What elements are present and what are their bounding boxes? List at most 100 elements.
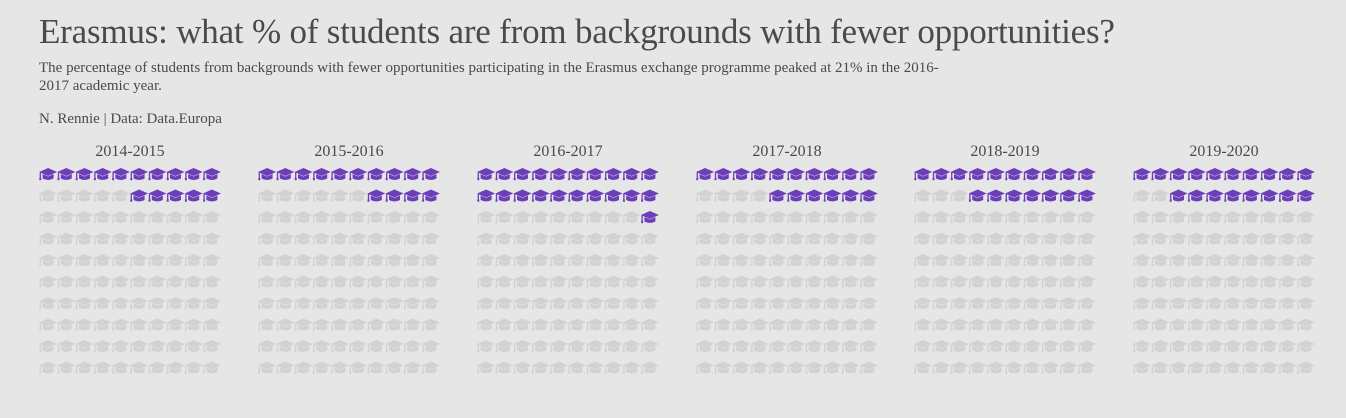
graduation-cap-icon-filled xyxy=(386,168,404,180)
graduation-cap-icon-empty xyxy=(1151,211,1169,223)
graduation-cap-icon-empty xyxy=(185,297,203,309)
graduation-cap-icon-empty xyxy=(404,340,422,352)
graduation-cap-icon-empty xyxy=(404,362,422,374)
graduation-cap-icon-empty xyxy=(987,276,1005,288)
graduation-cap-icon-empty xyxy=(769,297,787,309)
graduation-cap-icon-empty xyxy=(586,340,604,352)
graduation-cap-icon-empty xyxy=(932,233,950,245)
graduation-cap-icon-empty xyxy=(805,362,823,374)
graduation-cap-icon-empty xyxy=(276,297,294,309)
graduation-cap-icon-empty xyxy=(751,276,769,288)
graduation-cap-icon-empty xyxy=(751,319,769,331)
graduation-cap-icon-empty xyxy=(57,362,75,374)
graduation-cap-icon-empty xyxy=(824,254,842,266)
graduation-cap-icon-empty xyxy=(477,362,495,374)
graduation-cap-icon-empty xyxy=(258,362,276,374)
graduation-cap-icon-empty xyxy=(1151,254,1169,266)
graduation-cap-icon-filled xyxy=(1170,168,1188,180)
graduation-cap-icon-empty xyxy=(1060,211,1078,223)
graduation-cap-icon-empty xyxy=(842,211,860,223)
graduation-cap-icon-empty xyxy=(914,297,932,309)
graduation-cap-icon-empty xyxy=(714,362,732,374)
graduation-cap-icon-filled xyxy=(422,168,440,180)
graduation-cap-icon-filled xyxy=(404,190,422,202)
graduation-cap-icon-empty xyxy=(276,276,294,288)
graduation-cap-icon-empty xyxy=(969,362,987,374)
graduation-cap-icon-filled xyxy=(39,168,57,180)
graduation-cap-icon-empty xyxy=(641,362,659,374)
graduation-cap-icon-empty xyxy=(714,190,732,202)
graduation-cap-icon-empty xyxy=(605,362,623,374)
graduation-cap-icon-filled xyxy=(824,168,842,180)
graduation-cap-icon-empty xyxy=(367,362,385,374)
graduation-cap-icon-empty xyxy=(331,340,349,352)
graduation-cap-icon-empty xyxy=(1023,297,1041,309)
waffle-grid xyxy=(258,166,440,381)
graduation-cap-icon-filled xyxy=(148,168,166,180)
graduation-cap-icon-empty xyxy=(331,254,349,266)
graduation-cap-icon-empty xyxy=(1023,362,1041,374)
graduation-cap-icon-empty xyxy=(568,233,586,245)
graduation-cap-icon-empty xyxy=(1261,362,1279,374)
graduation-cap-icon-empty xyxy=(1042,211,1060,223)
graduation-cap-icon-empty xyxy=(824,276,842,288)
graduation-cap-icon-empty xyxy=(1042,276,1060,288)
graduation-cap-icon-empty xyxy=(130,319,148,331)
graduation-cap-icon-empty xyxy=(1261,319,1279,331)
graduation-cap-icon-empty xyxy=(185,254,203,266)
graduation-cap-icon-empty xyxy=(112,276,130,288)
graduation-cap-icon-empty xyxy=(203,211,221,223)
graduation-cap-icon-empty xyxy=(1224,276,1242,288)
graduation-cap-icon-empty xyxy=(787,211,805,223)
graduation-cap-icon-filled xyxy=(1023,190,1041,202)
graduation-cap-icon-empty xyxy=(842,362,860,374)
graduation-cap-icon-empty xyxy=(623,211,641,223)
graduation-cap-icon-empty xyxy=(57,297,75,309)
graduation-cap-icon-empty xyxy=(1060,340,1078,352)
graduation-cap-icon-empty xyxy=(185,211,203,223)
graduation-cap-icon-empty xyxy=(824,362,842,374)
graduation-cap-icon-empty xyxy=(842,233,860,245)
graduation-cap-icon-empty xyxy=(39,319,57,331)
graduation-cap-icon-empty xyxy=(951,297,969,309)
graduation-cap-icon-empty xyxy=(568,319,586,331)
graduation-cap-icon-empty xyxy=(94,211,112,223)
graduation-cap-icon-empty xyxy=(586,233,604,245)
graduation-cap-icon-empty xyxy=(94,362,112,374)
graduation-cap-icon-empty xyxy=(1078,254,1096,266)
graduation-cap-icon-filled xyxy=(167,168,185,180)
graduation-cap-icon-empty xyxy=(1060,233,1078,245)
graduation-cap-icon-empty xyxy=(1023,340,1041,352)
graduation-cap-icon-filled xyxy=(860,168,878,180)
graduation-cap-icon-filled xyxy=(495,168,513,180)
graduation-cap-icon-empty xyxy=(295,211,313,223)
graduation-cap-icon-empty xyxy=(951,233,969,245)
graduation-cap-icon-empty xyxy=(148,340,166,352)
graduation-cap-icon-empty xyxy=(1261,233,1279,245)
graduation-cap-icon-empty xyxy=(1170,254,1188,266)
graduation-cap-icon-empty xyxy=(1023,254,1041,266)
graduation-cap-icon-filled xyxy=(386,190,404,202)
graduation-cap-icon-empty xyxy=(94,233,112,245)
graduation-cap-icon-empty xyxy=(1078,362,1096,374)
graduation-cap-icon-empty xyxy=(295,190,313,202)
graduation-cap-icon-empty xyxy=(568,362,586,374)
graduation-cap-icon-filled xyxy=(696,168,714,180)
graduation-cap-icon-empty xyxy=(203,276,221,288)
graduation-cap-icon-empty xyxy=(805,276,823,288)
graduation-cap-icon-empty xyxy=(495,362,513,374)
graduation-cap-icon-empty xyxy=(914,190,932,202)
graduation-cap-icon-empty xyxy=(787,297,805,309)
graduation-cap-icon-empty xyxy=(1297,254,1315,266)
graduation-cap-icon-empty xyxy=(568,254,586,266)
graduation-cap-icon-empty xyxy=(605,319,623,331)
graduation-cap-icon-empty xyxy=(733,340,751,352)
graduation-cap-icon-empty xyxy=(1005,276,1023,288)
graduation-cap-icon-empty xyxy=(1078,233,1096,245)
graduation-cap-icon-empty xyxy=(787,319,805,331)
graduation-cap-icon-empty xyxy=(130,276,148,288)
graduation-cap-icon-filled xyxy=(367,190,385,202)
graduation-cap-icon-filled xyxy=(167,190,185,202)
graduation-cap-icon-empty xyxy=(477,319,495,331)
